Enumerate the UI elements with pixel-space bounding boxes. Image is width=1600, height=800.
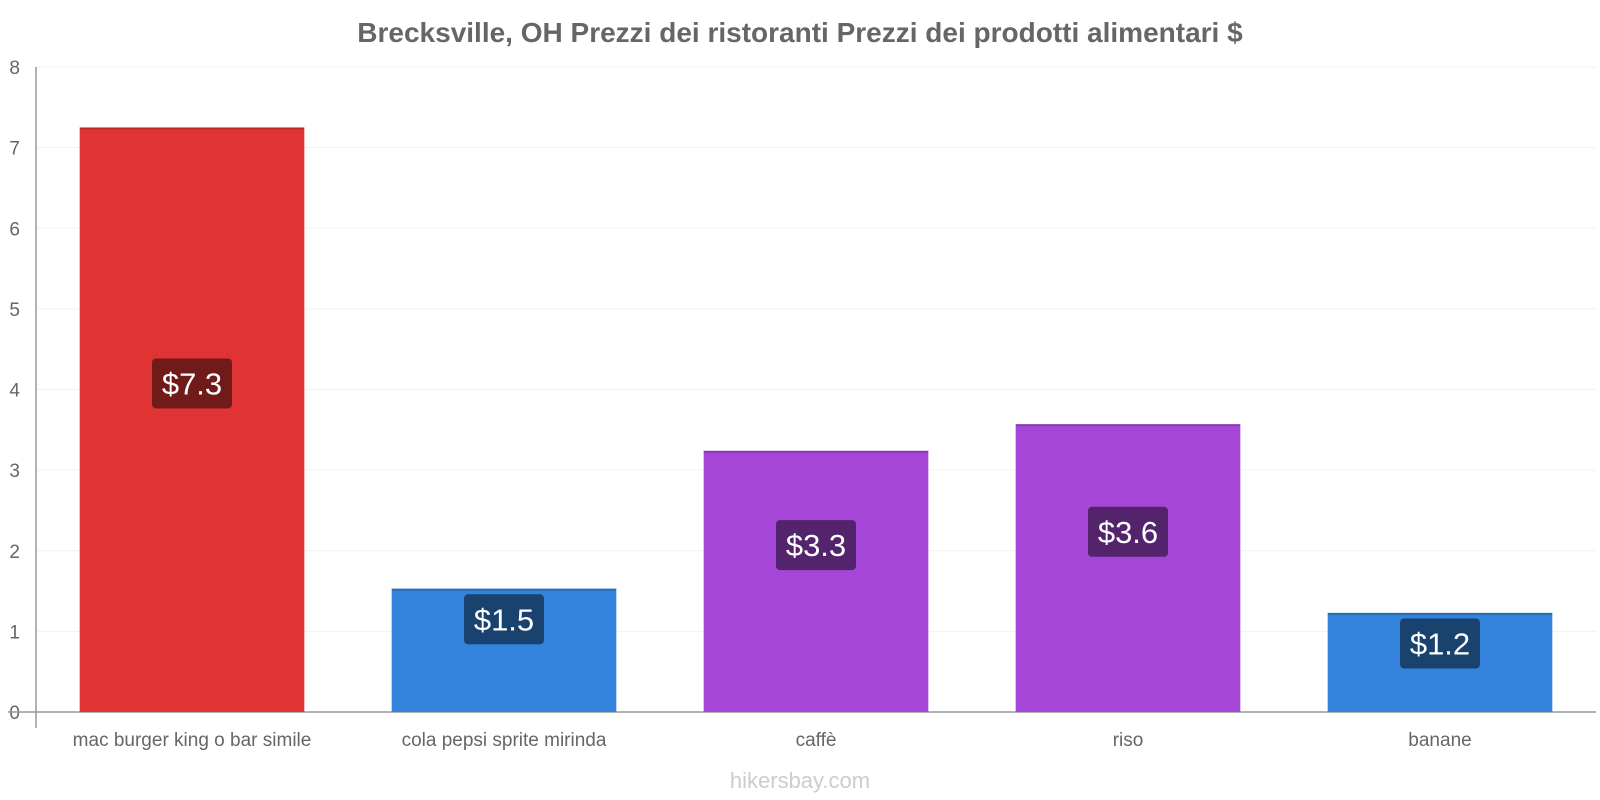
bar <box>79 127 305 712</box>
data-label-box <box>464 594 544 645</box>
bars <box>79 127 1553 712</box>
data-labels: $7.3 $1.5 $3.3 $3.6 $1.2 <box>152 358 1480 669</box>
x-tick-label: cola pepsi sprite mirinda <box>402 730 607 751</box>
y-tick-label: 2 <box>9 542 20 563</box>
data-label-box <box>776 520 856 571</box>
data-label: $7.3 <box>162 366 222 401</box>
data-label: $3.3 <box>786 528 846 563</box>
data-label: $1.5 <box>474 602 534 637</box>
y-tick-label: 0 <box>9 703 20 724</box>
x-tick-label: riso <box>1113 730 1144 751</box>
data-label-box <box>1088 506 1168 557</box>
chart-title: Brecksville, OH Prezzi dei ristoranti Pr… <box>357 17 1243 48</box>
y-tick-label: 1 <box>9 622 20 643</box>
x-tick-label: mac burger king o bar simile <box>73 730 312 751</box>
y-tick-label: 4 <box>9 381 20 402</box>
y-tick-label: 8 <box>9 58 20 79</box>
bar <box>703 450 929 712</box>
x-tick-label: banane <box>1408 730 1471 751</box>
bar <box>1015 424 1241 712</box>
data-label-box <box>1400 618 1480 669</box>
data-label: $3.6 <box>1098 515 1158 550</box>
data-label-box <box>152 358 232 409</box>
y-tick-label: 3 <box>9 461 20 482</box>
y-tick-label: 6 <box>9 219 20 240</box>
data-label: $1.2 <box>1410 626 1470 661</box>
y-tick-label: 5 <box>9 300 20 321</box>
y-tick-label: 7 <box>9 139 20 160</box>
watermark: hikersbay.com <box>730 768 870 793</box>
x-tick-label: caffè <box>796 730 837 751</box>
